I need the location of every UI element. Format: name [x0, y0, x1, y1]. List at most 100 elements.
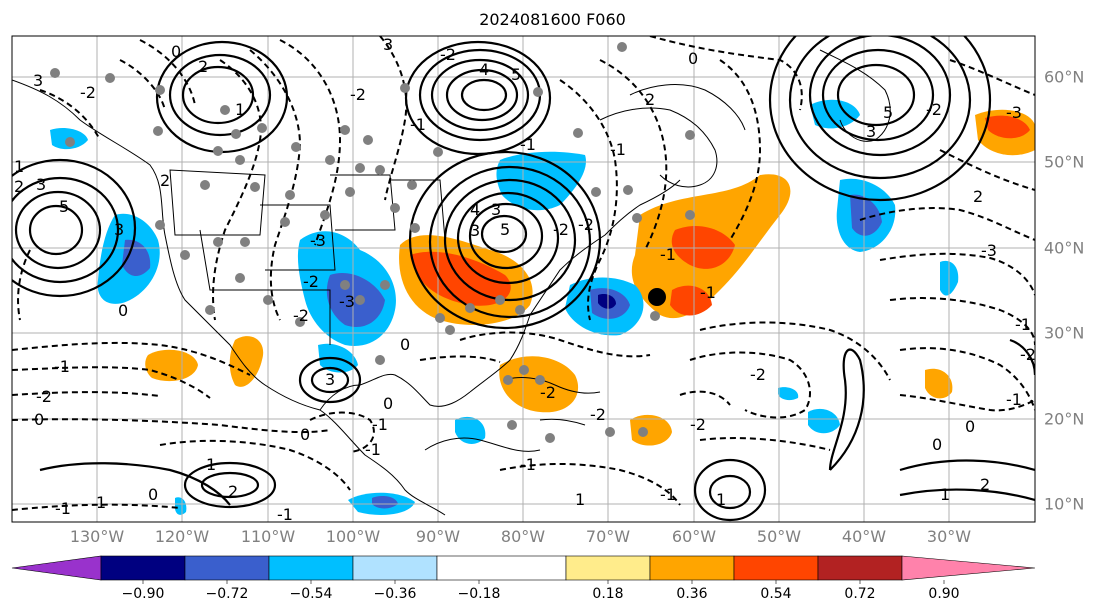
contour-label: -2 [578, 215, 594, 234]
contour-label: 0 [171, 42, 181, 61]
contour-label: -1 [55, 499, 71, 518]
longitude-label: 30°W [926, 527, 972, 546]
contour-label: 3 [491, 200, 501, 219]
contour-label: 2 [980, 475, 990, 494]
contour-label: 5 [511, 65, 521, 84]
latitude-label: 20°N [1044, 409, 1085, 429]
contour-label: 2 [228, 482, 238, 501]
contour-label: 0 [688, 49, 698, 68]
latitude-label: 60°N [1044, 67, 1085, 87]
contour-label: 0 [118, 301, 128, 320]
contour-label: 3 [470, 221, 480, 240]
contour-label: 1 [14, 157, 24, 176]
contour-label: -2 [926, 100, 942, 119]
contour-label: 5 [883, 103, 893, 122]
colorbar-segment [565, 555, 651, 581]
colorbar-segment [649, 555, 735, 581]
colorbar-max-extension [901, 555, 1036, 581]
latitude-label: 40°N [1044, 238, 1085, 258]
highlighted-station-marker [648, 288, 666, 306]
contour-label: -1 [277, 505, 293, 524]
contour-label: 2 [14, 177, 24, 196]
contour-label: 0 [300, 425, 310, 444]
contour-label: 3 [866, 122, 876, 141]
contour-label: 3 [33, 71, 43, 90]
contour-label: 1 [575, 490, 585, 509]
contour-label: 0 [383, 394, 393, 413]
colorbar-tick-label: −0.18 [457, 586, 501, 602]
contour-label: -2 [440, 45, 456, 64]
contour-label: 0 [932, 435, 942, 454]
colorbar-tick-label: 0.36 [676, 586, 708, 602]
longitude-label: 90°W [415, 527, 461, 546]
colorbar-tick-label: −0.36 [373, 586, 417, 602]
colorbar-segment [817, 555, 903, 581]
contour-label: -1 [610, 140, 626, 159]
contour-label: -2 [1020, 345, 1036, 364]
contour-label: 0 [400, 335, 410, 354]
contour-labels: 3 3 5 4 2 -2 2 3 0 2 1 2 3 5 0 -2 -2 -1 … [14, 35, 1036, 524]
latitude-label: 50°N [1044, 152, 1085, 172]
longitude-label: 70°W [585, 527, 631, 546]
contour-label: -2 [590, 405, 606, 424]
colorbar-tick-label: −0.72 [205, 586, 249, 602]
coastlines [12, 49, 891, 516]
longitude-label: 50°W [756, 527, 802, 546]
contour-label: -1 [520, 135, 536, 154]
contour-label: 2 [645, 90, 655, 109]
contour-label: -1 [54, 357, 70, 376]
contour-label: -2 [553, 220, 569, 239]
longitude-label: 60°W [671, 527, 717, 546]
contour-label: 1 [206, 455, 216, 474]
contour-label: -1 [1015, 315, 1031, 334]
contour-label: 1 [96, 493, 106, 512]
longitude-label: 40°W [841, 527, 887, 546]
contour-label: -2 [350, 85, 366, 104]
contour-label: 5 [59, 197, 69, 216]
contour-label: 2 [973, 187, 983, 206]
colorbar-segment [352, 555, 438, 581]
solid-contours [12, 36, 1035, 522]
colorbar-segment [100, 555, 186, 581]
contour-label: 2 [160, 171, 170, 190]
longitude-label: 130°W [69, 527, 125, 546]
colorbar-tick-label: −0.54 [289, 586, 333, 602]
contour-label: -2 [540, 383, 556, 402]
contour-label: -1 [660, 485, 676, 504]
contour-label: -2 [36, 387, 52, 406]
contour-label: -3 [1006, 103, 1022, 122]
contour-label: 4 [470, 200, 480, 219]
contour-label: -3 [339, 292, 355, 311]
contour-label: 3 [36, 175, 46, 194]
dashed-contours [12, 36, 1035, 511]
contour-label: 0 [965, 417, 975, 436]
colorbar-segment [268, 555, 354, 581]
contour-label: -1 [372, 415, 388, 434]
map-title: 2024081600 F060 [479, 10, 626, 29]
longitude-label: 120°W [154, 527, 210, 546]
colorbar-segment [733, 555, 819, 581]
contour-label: -1 [700, 283, 716, 302]
contour-label: -1 [660, 245, 676, 264]
map-frame [11, 35, 1036, 523]
station-markers [50, 42, 695, 443]
contour-label: -2 [80, 83, 96, 102]
contour-label: 4 [479, 60, 489, 79]
latitude-label: 30°N [1044, 323, 1085, 343]
contour-label: 0 [34, 410, 44, 429]
contour-label: -1 [365, 440, 381, 459]
contour-label: 1 [940, 485, 950, 504]
contour-label: 5 [500, 220, 510, 239]
contour-label: 3 [383, 35, 393, 54]
colorbar [11, 555, 1036, 584]
contour-label: -2 [690, 415, 706, 434]
contour-label: -2 [293, 306, 309, 325]
colorbar-segment [436, 555, 567, 581]
contour-label: 1 [235, 100, 245, 119]
contour-label: -2 [303, 272, 319, 291]
contour-label: 3 [114, 220, 124, 239]
colorbar-tick-label: 0.90 [928, 586, 960, 602]
contour-label: 3 [325, 370, 335, 389]
colorbar-tick-label: 0.72 [844, 586, 876, 602]
